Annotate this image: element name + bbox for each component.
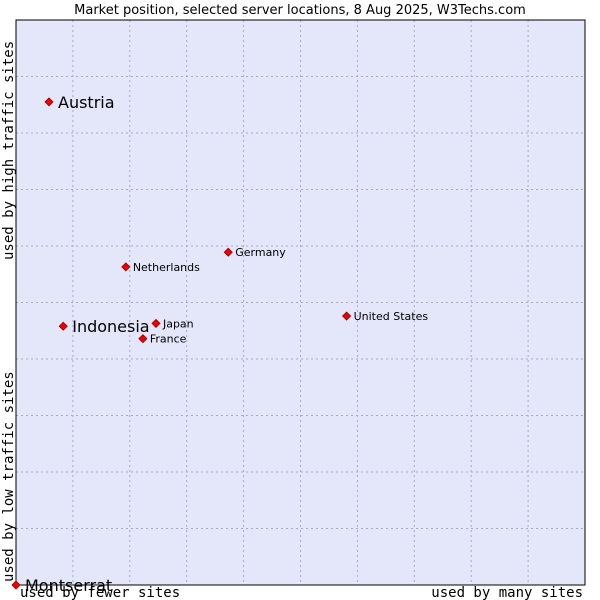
point-montserrat: Montserrat [11, 576, 112, 595]
marker-germany [223, 247, 233, 257]
point-united-states: United States [342, 310, 429, 323]
chart-title: Market position, selected server locatio… [74, 3, 526, 18]
point-japan: Japan [151, 317, 194, 330]
point-france: France [138, 333, 187, 346]
point-netherlands: Netherlands [121, 261, 200, 274]
marker-united-states [342, 311, 352, 321]
marker-japan [151, 318, 161, 328]
x-axis-high-label: used by many sites [431, 585, 583, 600]
label-netherlands: Netherlands [133, 261, 200, 274]
label-montserrat: Montserrat [25, 576, 112, 595]
plot-border [15, 19, 586, 586]
point-austria: Austria [44, 93, 115, 112]
label-germany: Germany [235, 246, 286, 259]
marker-montserrat [11, 580, 21, 590]
grid-lines [16, 20, 585, 585]
label-japan: Japan [162, 317, 194, 330]
label-united-states: United States [354, 310, 429, 323]
point-indonesia: Indonesia [58, 317, 150, 336]
marker-austria [44, 97, 54, 107]
label-austria: Austria [58, 93, 115, 112]
label-indonesia: Indonesia [72, 317, 149, 336]
y-axis-high-label: used by high traffic sites [1, 41, 17, 260]
marker-france [138, 334, 148, 344]
data-points: Austria Indonesia Montserrat Netherlands Ger… [11, 93, 429, 595]
x-axis-low-label: used by fewer sites [20, 585, 180, 600]
marker-netherlands [121, 262, 131, 272]
marker-indonesia [58, 321, 68, 331]
label-france: France [150, 333, 187, 346]
point-germany: Germany [223, 246, 286, 259]
y-axis-low-label: used by low traffic sites [1, 371, 17, 582]
